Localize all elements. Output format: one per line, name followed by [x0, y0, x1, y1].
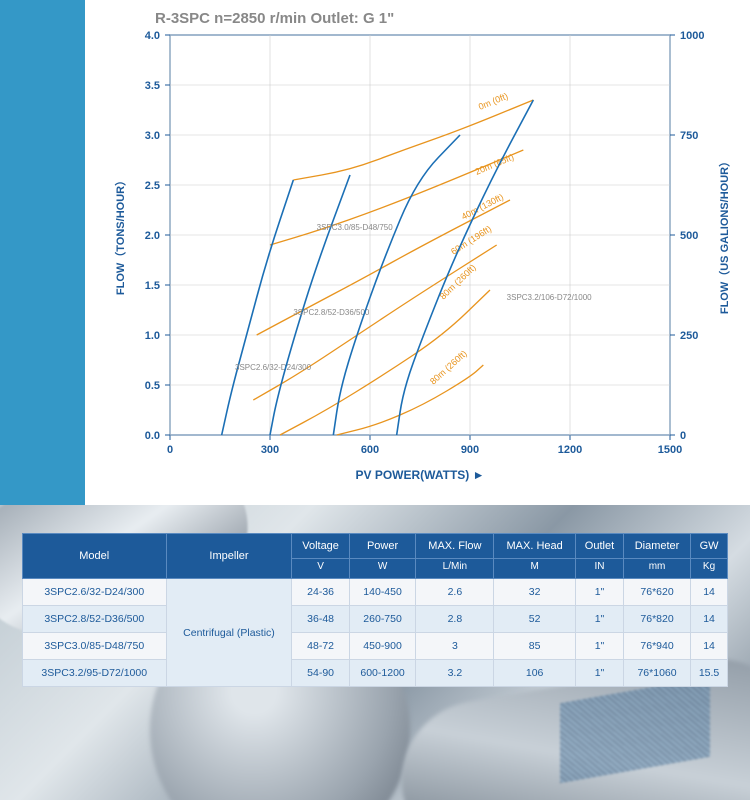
svg-text:3SPC2.8/52-D36/500: 3SPC2.8/52-D36/500 [293, 308, 370, 317]
col-header: Voltage [292, 534, 349, 559]
cell: 450-900 [349, 633, 416, 660]
svg-text:0m (0ft): 0m (0ft) [477, 91, 509, 112]
svg-text:1000: 1000 [680, 30, 704, 42]
svg-text:3SPC3.2/106-D72/1000: 3SPC3.2/106-D72/1000 [507, 293, 592, 302]
col-header: Outlet [575, 534, 623, 559]
svg-text:600: 600 [361, 444, 379, 456]
cell: 85 [494, 633, 576, 660]
svg-text:1200: 1200 [558, 444, 582, 456]
col-header: Model [23, 534, 167, 579]
top-section: PARAMETER R-3SPC n=2850 r/min Outlet: G … [0, 0, 750, 505]
svg-text:0: 0 [167, 444, 173, 456]
col-unit: Kg [691, 559, 728, 579]
cell: 15.5 [691, 660, 728, 687]
cell: 54-90 [292, 660, 349, 687]
cell: 1" [575, 660, 623, 687]
col-header: Impeller [166, 534, 292, 579]
cell: 76*620 [623, 579, 690, 606]
svg-text:250: 250 [680, 330, 698, 342]
cell: 14 [691, 579, 728, 606]
col-header: MAX. Head [494, 534, 576, 559]
svg-text:500: 500 [680, 230, 698, 242]
col-unit: W [349, 559, 416, 579]
cell: 1" [575, 579, 623, 606]
svg-text:4.0: 4.0 [145, 30, 160, 42]
svg-text:FLOW（US GALIONS/HOUR）: FLOW（US GALIONS/HOUR） [718, 156, 731, 314]
svg-text:2.0: 2.0 [145, 230, 160, 242]
col-header: GW [691, 534, 728, 559]
cell: 14 [691, 606, 728, 633]
page: PARAMETER R-3SPC n=2850 r/min Outlet: G … [0, 0, 750, 800]
svg-text:0.0: 0.0 [145, 430, 160, 442]
cell: 76*1060 [623, 660, 690, 687]
table-row: 3SPC3.2/95-D72/1000 54-90600-12003.21061"… [23, 660, 728, 687]
svg-text:300: 300 [261, 444, 279, 456]
svg-text:750: 750 [680, 130, 698, 142]
col-header: Power [349, 534, 416, 559]
col-header: Diameter [623, 534, 690, 559]
cell: 32 [494, 579, 576, 606]
cell: 2.8 [416, 606, 494, 633]
cell: 106 [494, 660, 576, 687]
cell: 1" [575, 606, 623, 633]
spec-table: ModelImpellerVoltagePowerMAX. FlowMAX. H… [22, 533, 728, 687]
cell: 2.6 [416, 579, 494, 606]
cell: 3.2 [416, 660, 494, 687]
svg-text:PV POWER(WATTS) ►: PV POWER(WATTS) ► [356, 468, 485, 482]
cell: 36-48 [292, 606, 349, 633]
svg-text:900: 900 [461, 444, 479, 456]
cell: 600-1200 [349, 660, 416, 687]
cell: 52 [494, 606, 576, 633]
impeller-cell: Centrifugal (Plastic) [166, 579, 292, 687]
svg-text:1.5: 1.5 [145, 280, 160, 292]
chart-container: 0 300 600 900 1200 1500 0.0 0.5 1.0 1.5 2.0 2.5 3.0 3… [100, 25, 740, 495]
cell: 24-36 [292, 579, 349, 606]
cell: 76*940 [623, 633, 690, 660]
sidebar-title: PARAMETER [0, 217, 2, 473]
table-row: 3SPC3.0/85-D48/750 48-72450-9003851"76*94… [23, 633, 728, 660]
col-unit: mm [623, 559, 690, 579]
cell: 3SPC3.2/95-D72/1000 [23, 660, 167, 687]
svg-text:1500: 1500 [658, 444, 682, 456]
table-row: 3SPC2.8/52-D36/500 36-48260-7502.8521"76*… [23, 606, 728, 633]
svg-text:80m (260ft): 80m (260ft) [438, 262, 478, 301]
svg-text:0.5: 0.5 [145, 380, 160, 392]
cell: 3SPC3.0/85-D48/750 [23, 633, 167, 660]
cell: 3 [416, 633, 494, 660]
cell: 140-450 [349, 579, 416, 606]
spec-table-container: ModelImpellerVoltagePowerMAX. FlowMAX. H… [22, 533, 728, 687]
col-unit: L/Min [416, 559, 494, 579]
cell: 3SPC2.6/32-D24/300 [23, 579, 167, 606]
svg-text:2.5: 2.5 [145, 180, 160, 192]
bottom-section: ModelImpellerVoltagePowerMAX. FlowMAX. H… [0, 505, 750, 800]
col-unit: IN [575, 559, 623, 579]
svg-text:FLOW（TONS/HOUR）: FLOW（TONS/HOUR） [114, 175, 127, 295]
cell: 48-72 [292, 633, 349, 660]
svg-text:3.5: 3.5 [145, 80, 160, 92]
cell: 1" [575, 633, 623, 660]
svg-text:3.0: 3.0 [145, 130, 160, 142]
col-header: MAX. Flow [416, 534, 494, 559]
cell: 14 [691, 633, 728, 660]
sidebar-banner: PARAMETER [0, 0, 85, 505]
performance-chart: 0 300 600 900 1200 1500 0.0 0.5 1.0 1.5 2.0 2.5 3.0 3… [100, 25, 740, 495]
col-unit: V [292, 559, 349, 579]
table-row: 3SPC2.6/32-D24/300Centrifugal (Plastic)2… [23, 579, 728, 606]
svg-text:3SPC3.0/85-D48/750: 3SPC3.0/85-D48/750 [317, 223, 394, 232]
svg-text:3SPC2.6/32-D24/300: 3SPC2.6/32-D24/300 [235, 363, 312, 372]
svg-text:0: 0 [680, 430, 686, 442]
cell: 76*820 [623, 606, 690, 633]
cell: 3SPC2.8/52-D36/500 [23, 606, 167, 633]
col-unit: M [494, 559, 576, 579]
cell: 260-750 [349, 606, 416, 633]
svg-text:1.0: 1.0 [145, 330, 160, 342]
